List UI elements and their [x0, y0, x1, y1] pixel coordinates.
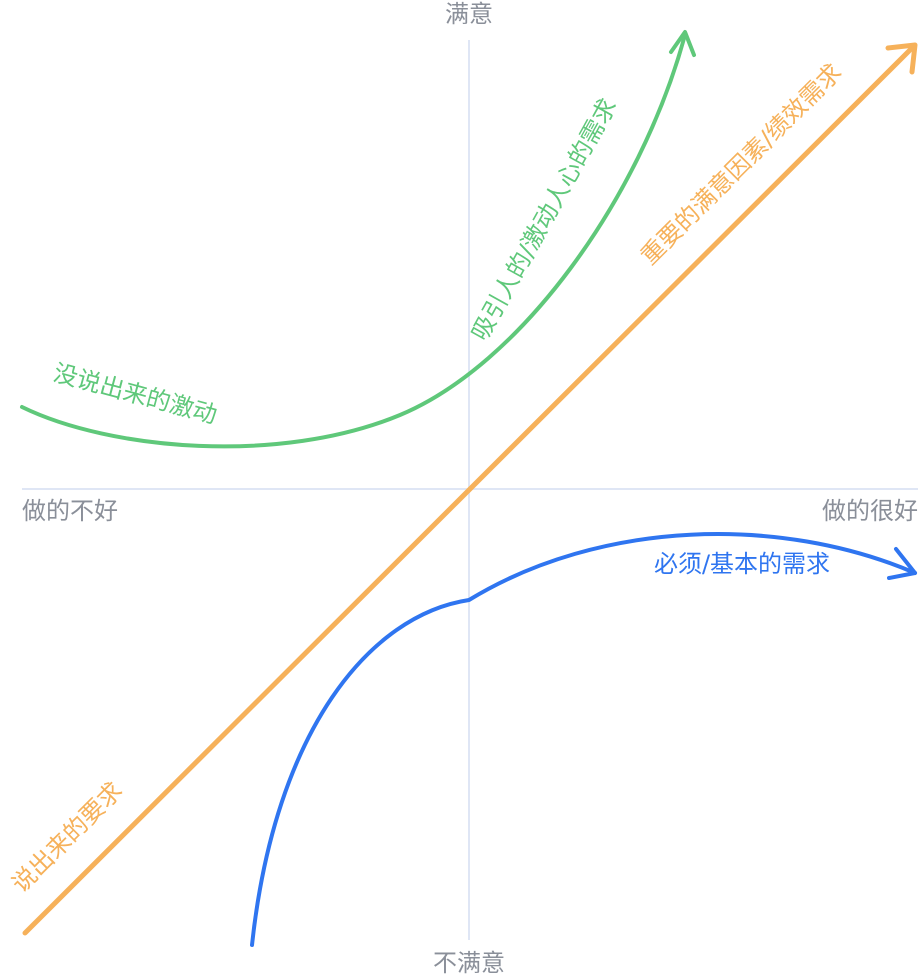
performance-start-label: 说出来的要求: [6, 776, 128, 898]
performance-curve: [22, 42, 918, 936]
axis-top-label: 满意: [445, 0, 493, 28]
axis-right-label: 做的很好: [822, 497, 918, 525]
attractive-curve: [20, 30, 696, 449]
basic-label: 必须/基本的需求: [654, 550, 830, 578]
attractive-start-label: 没说出来的激动: [50, 359, 220, 430]
basic-curve: [250, 532, 917, 947]
axis-left-label: 做的不好: [22, 497, 118, 525]
axis-bottom-label: 不满意: [433, 949, 505, 977]
attractive-end-label: 吸引人的/激动人心的需求: [466, 94, 622, 346]
